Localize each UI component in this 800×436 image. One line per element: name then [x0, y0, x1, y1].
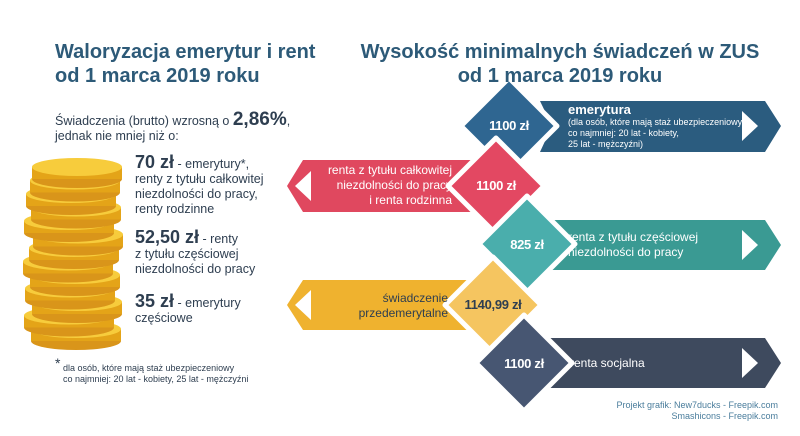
title-line: od 1 marca 2019 roku: [55, 65, 260, 87]
indexation-item: 70 zł - emerytury*, renty z tytułu całko…: [135, 152, 264, 217]
value-renta-calkowita: 1100 zł: [476, 178, 516, 193]
amount: 70 zł: [135, 152, 175, 172]
value-diamond: [473, 312, 575, 414]
percent-value: 2,86%: [232, 109, 287, 130]
arrow-right-icon: [742, 230, 758, 260]
banner-renta-czesciowa: [535, 220, 781, 270]
credit-line: Smashicons - Freepik.com: [671, 411, 778, 421]
label: niezdolności do pracy: [568, 245, 684, 259]
footnote-mark: *: [55, 355, 61, 371]
footnote-line: dla osób, które mają staż ubezpieczeniow…: [63, 363, 235, 373]
coin-stack: [23, 158, 123, 350]
arrow-right-icon: [742, 348, 758, 378]
row-label-renta-czesciowa: renta z tytułu częściowej niezdolności d…: [568, 230, 698, 260]
desc: niezdolności do pracy,: [135, 187, 258, 201]
row-label-renta-calkowita: renta z tytułu całkowitej niezdolności d…: [300, 163, 452, 208]
banner-renta-socjalna: [540, 338, 781, 388]
desc: z tytułu częściowej: [135, 247, 239, 261]
value-emerytura: 1100 zł: [489, 118, 529, 133]
intro-suffix: ,: [286, 114, 291, 128]
desc: renty z tytułu całkowitej: [135, 172, 264, 186]
indexation-item: 52,50 zł - renty z tytułu częściowej nie…: [135, 227, 256, 277]
amount: 35 zł: [135, 291, 175, 311]
desc: - renty: [199, 232, 238, 246]
desc: - emerytury: [174, 296, 241, 310]
footnote-line: co najmniej: 20 lat - kobiety, 25 lat - …: [63, 374, 249, 384]
value-przedemerytalne: 1140,99 zł: [464, 297, 522, 312]
label: emerytura: [568, 102, 631, 117]
label: niezdolności do pracy: [336, 178, 452, 192]
amount: 52,50 zł: [135, 227, 200, 247]
indexation-item: 35 zł - emerytury częściowe: [135, 291, 241, 326]
label: i renta rodzinna: [369, 193, 452, 207]
label: przedemerytalne: [358, 306, 448, 320]
coin: [32, 158, 122, 176]
title-line: od 1 marca 2019 roku: [457, 65, 663, 87]
credit-line: Projekt grafik: New7ducks - Freepik.com: [616, 400, 778, 410]
desc: renty rodzinne: [135, 202, 215, 216]
row-label-emerytura: emerytura (dla osób, które mają staż ube…: [568, 102, 742, 150]
label: świadczenie: [382, 291, 448, 305]
title-line: Wysokość minimalnych świadczeń w ZUS: [360, 41, 760, 63]
arrow-left-icon: [295, 290, 311, 320]
note: co najmniej: 20 lat - kobiety,: [568, 128, 679, 138]
footnote: * dla osób, które mają staż ubezpieczeni…: [55, 355, 249, 385]
title-line: Waloryzacja emerytur i rent: [55, 41, 316, 63]
intro-line2: jednak nie mniej niż o:: [55, 129, 179, 143]
intro-prefix: Świadczenia (brutto) wzrosną o: [55, 114, 233, 128]
arrow-right-icon: [742, 111, 758, 141]
desc: niezdolności do pracy: [135, 262, 256, 276]
desc: - emerytury*,: [174, 157, 250, 171]
left-title: Waloryzacja emerytur i rent od 1 marca 20…: [55, 40, 315, 88]
intro-text: Świadczenia (brutto) wzrosną o 2,86%, je…: [55, 109, 291, 144]
label: renta z tytułu częściowej: [568, 230, 699, 244]
desc: częściowe: [135, 311, 193, 325]
value-renta-czesciowa: 825 zł: [510, 237, 544, 252]
value-renta-socjalna: 1100 zł: [504, 356, 544, 371]
note: 25 lat - mężczyźni): [568, 139, 644, 149]
credits: Projekt grafik: New7ducks - Freepik.com …: [520, 400, 778, 422]
row-label-przedemerytalne: świadczenie przedemerytalne: [300, 291, 448, 321]
label: renta socjalna: [570, 356, 645, 370]
banner-emerytura: [540, 101, 781, 152]
arrow-left-icon: [295, 171, 311, 201]
banner-renta-calkowita: [287, 160, 486, 212]
note: (dla osób, które mają staż ubezpieczenio…: [568, 117, 743, 127]
right-title: Wysokość minimalnych świadczeń w ZUS od 1…: [330, 40, 790, 88]
row-label-renta-socjalna: renta socjalna: [570, 356, 645, 371]
banner-swiadczenie-przedemerytalne: [287, 280, 485, 330]
label: renta z tytułu całkowitej: [327, 163, 452, 177]
